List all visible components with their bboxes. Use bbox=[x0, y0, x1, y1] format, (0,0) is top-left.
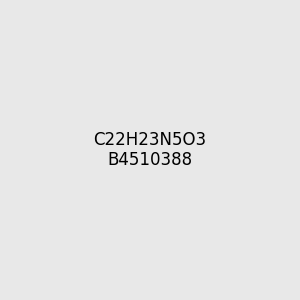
Text: C22H23N5O3
B4510388: C22H23N5O3 B4510388 bbox=[93, 130, 207, 170]
